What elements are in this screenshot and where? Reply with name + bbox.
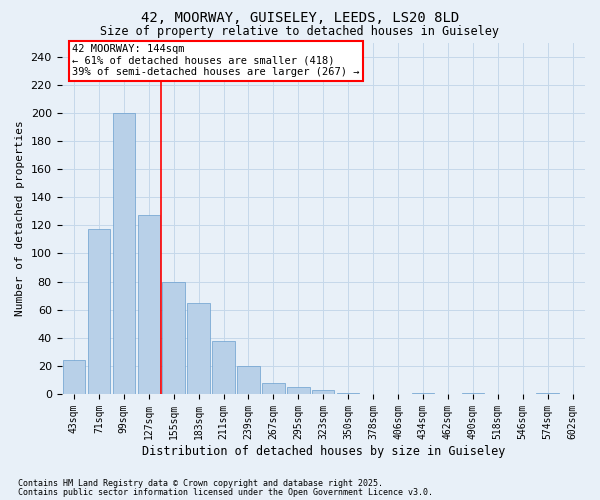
Y-axis label: Number of detached properties: Number of detached properties [15, 120, 25, 316]
Bar [212, 340, 235, 394]
Text: Contains HM Land Registry data © Crown copyright and database right 2025.: Contains HM Land Registry data © Crown c… [18, 479, 383, 488]
Bar [237, 366, 260, 394]
Bar [312, 390, 334, 394]
Bar [187, 302, 210, 394]
Bar [412, 392, 434, 394]
Bar [337, 392, 359, 394]
Text: Contains public sector information licensed under the Open Government Licence v3: Contains public sector information licen… [18, 488, 433, 497]
Bar [63, 360, 85, 394]
Bar [88, 230, 110, 394]
X-axis label: Distribution of detached houses by size in Guiseley: Distribution of detached houses by size … [142, 444, 505, 458]
Bar [287, 387, 310, 394]
Text: 42, MOORWAY, GUISELEY, LEEDS, LS20 8LD: 42, MOORWAY, GUISELEY, LEEDS, LS20 8LD [141, 11, 459, 25]
Bar [461, 392, 484, 394]
Bar [262, 382, 284, 394]
Bar [137, 216, 160, 394]
Text: Size of property relative to detached houses in Guiseley: Size of property relative to detached ho… [101, 25, 499, 38]
Bar [163, 282, 185, 394]
Bar [536, 392, 559, 394]
Text: 42 MOORWAY: 144sqm
← 61% of detached houses are smaller (418)
39% of semi-detach: 42 MOORWAY: 144sqm ← 61% of detached hou… [72, 44, 359, 78]
Bar [113, 113, 135, 394]
